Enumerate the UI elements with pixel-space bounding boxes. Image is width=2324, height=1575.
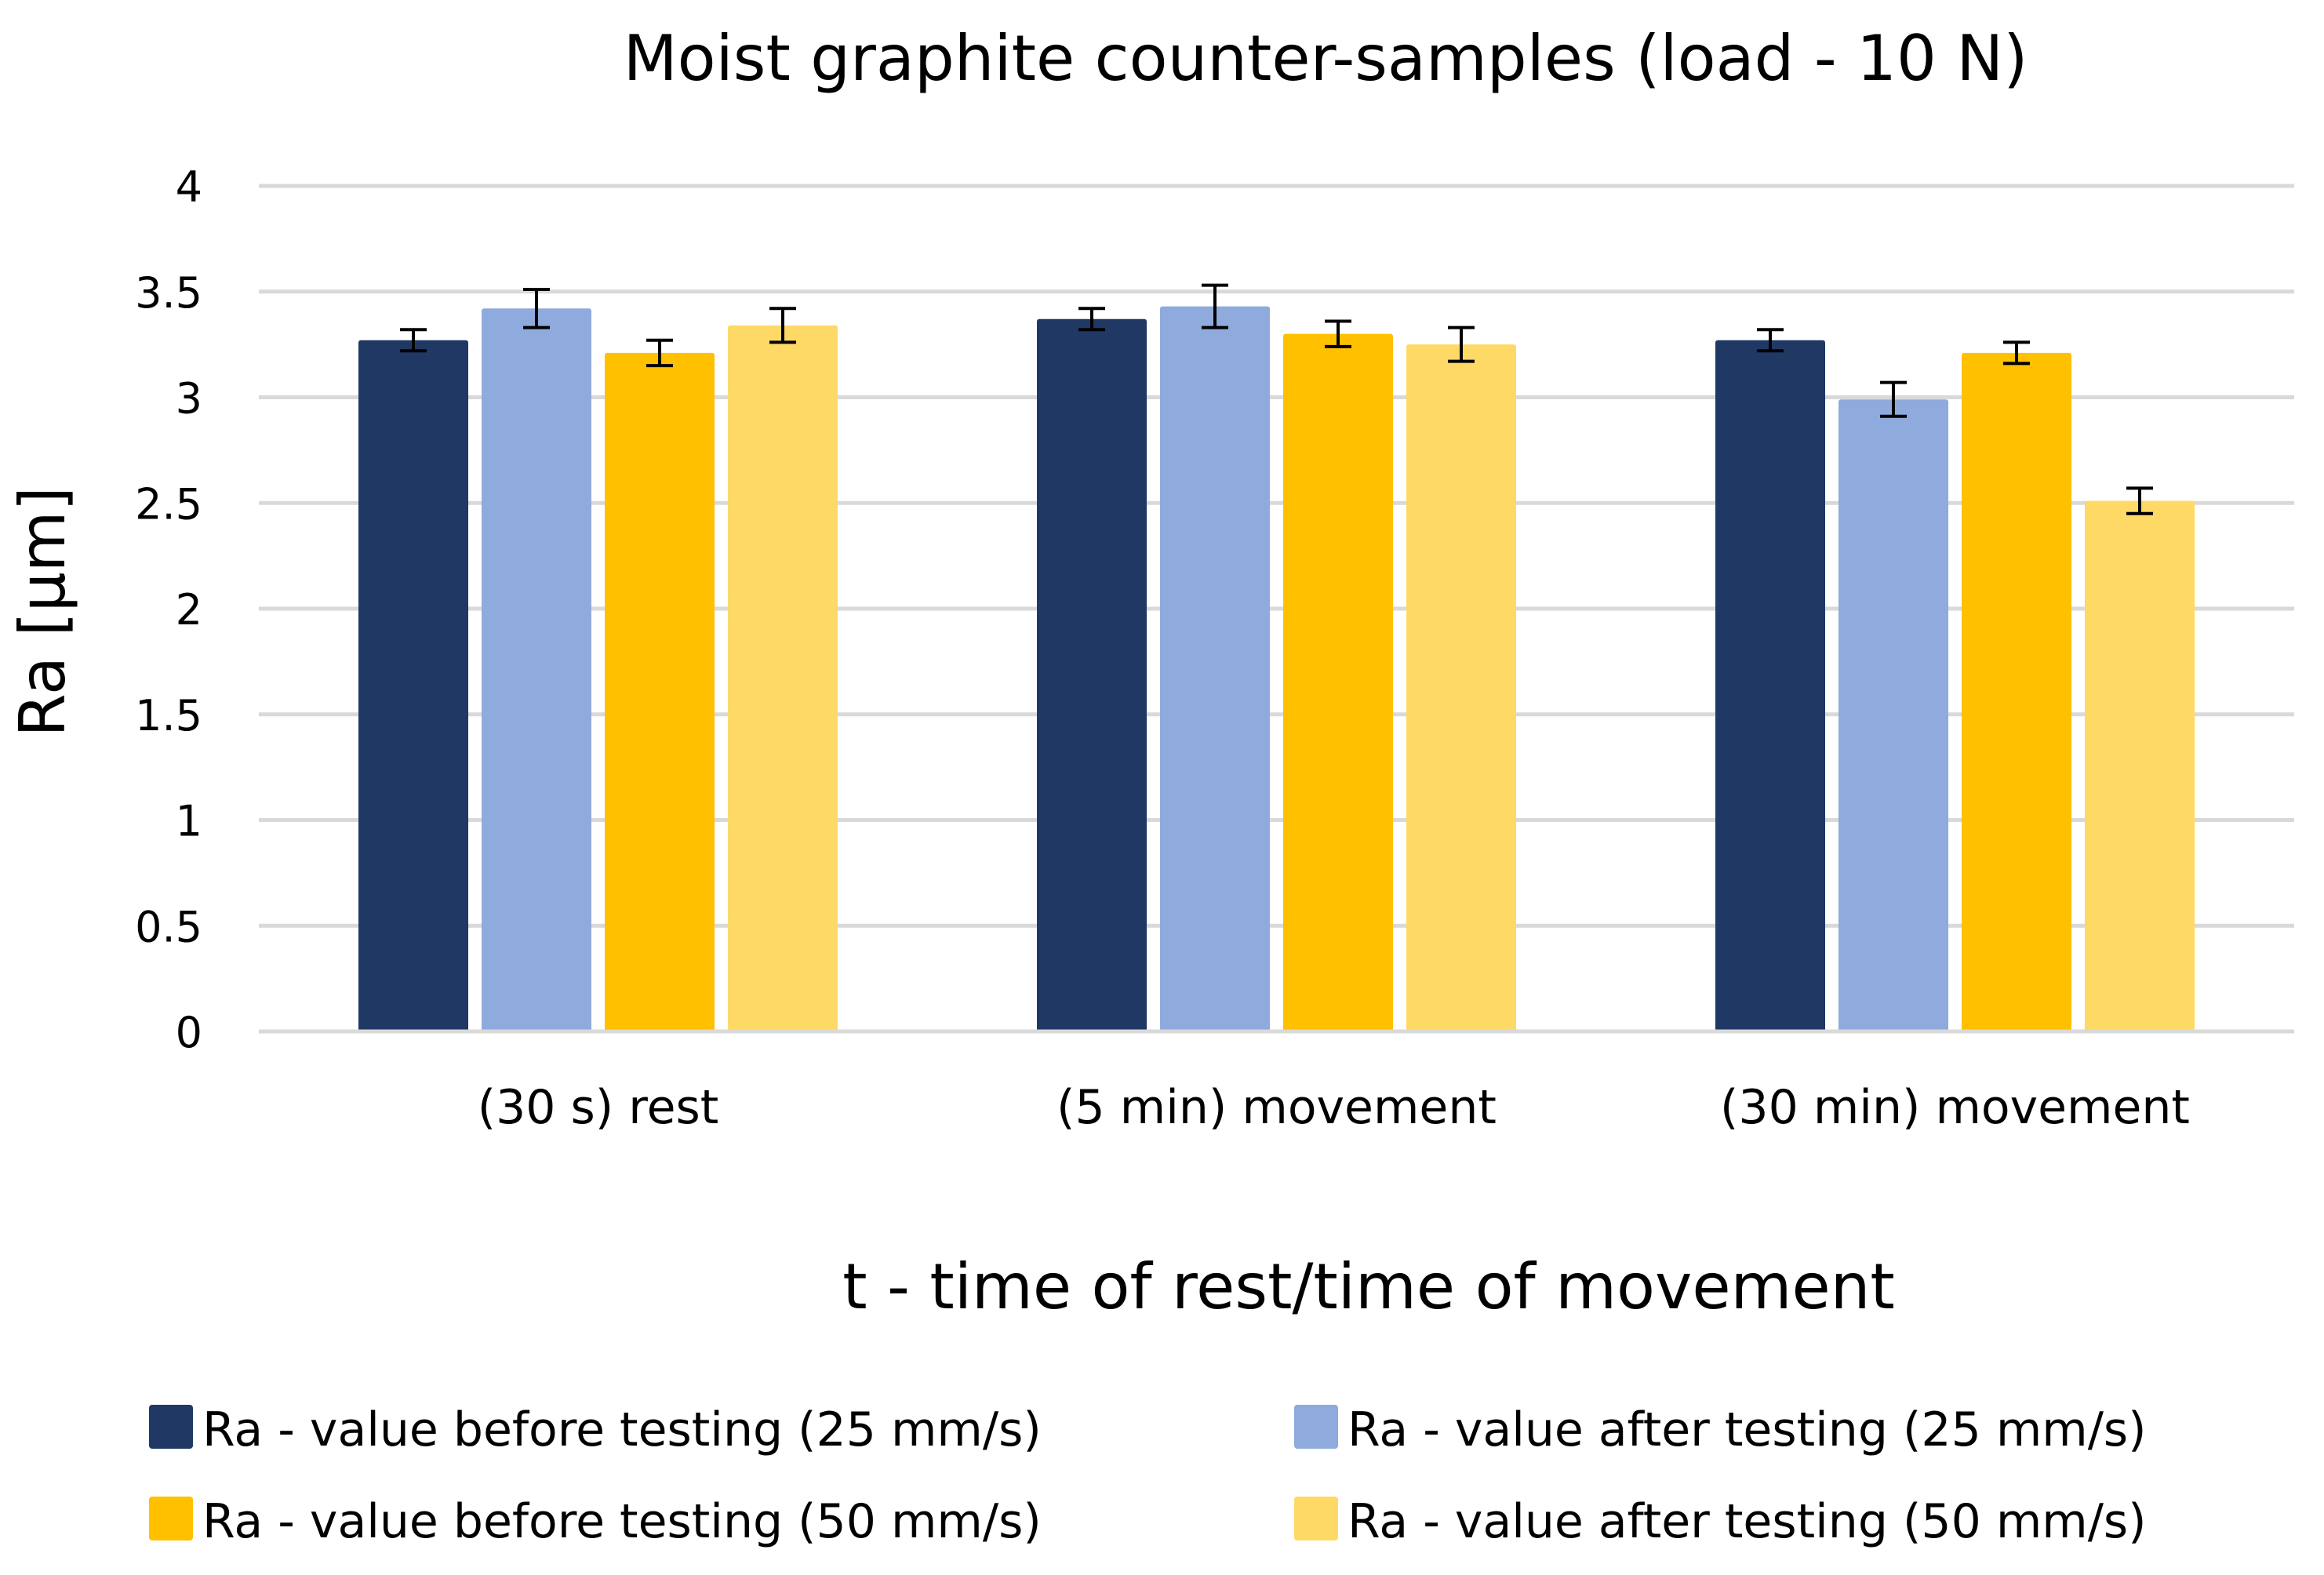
bar	[2085, 500, 2195, 1031]
legend-swatch	[149, 1497, 193, 1540]
x-category-label: (30 s) rest	[478, 1080, 719, 1135]
bar	[482, 308, 591, 1031]
y-tick-label: 1.5	[135, 691, 202, 740]
bar	[1962, 352, 2071, 1031]
y-tick-label: 4	[176, 162, 202, 212]
y-tick-label: 3.5	[135, 268, 202, 318]
y-axis-ticks: 0 0.5 1 1.5 2 2.5 3 3.5 4	[135, 162, 202, 1057]
x-axis-categories: (30 s) rest (5 min) movement (30 min) move…	[478, 1080, 2190, 1135]
y-tick-label: 2	[176, 585, 202, 635]
legend: Ra - value before testing (25 mm/s) Ra - …	[149, 1402, 2147, 1549]
bar	[1715, 340, 1825, 1031]
legend-label: Ra - value before testing (25 mm/s)	[202, 1402, 1042, 1457]
legend-swatch	[149, 1405, 193, 1449]
legend-swatch	[1294, 1497, 1338, 1540]
y-tick-label: 3	[176, 374, 202, 424]
bar	[1406, 344, 1516, 1031]
bar	[1037, 318, 1147, 1031]
legend-label: Ra - value after testing (50 mm/s)	[1347, 1494, 2147, 1549]
legend-swatch	[1294, 1405, 1338, 1449]
y-tick-label: 0.5	[135, 902, 202, 951]
bar	[1838, 399, 1948, 1031]
error-bars	[400, 283, 2153, 515]
bar	[605, 352, 715, 1031]
x-category-label: (5 min) movement	[1057, 1080, 1497, 1135]
y-tick-label: 1	[176, 797, 202, 846]
bars	[358, 306, 2195, 1031]
x-axis-title: t - time of rest/time of movement	[842, 1250, 1895, 1323]
bar	[1160, 306, 1270, 1031]
y-tick-label: 0	[176, 1008, 202, 1057]
legend-label: Ra - value after testing (25 mm/s)	[1347, 1402, 2147, 1457]
legend-label: Ra - value before testing (50 mm/s)	[202, 1494, 1042, 1549]
chart-title: Moist graphite counter-samples (load - 1…	[624, 22, 2028, 95]
bar	[358, 340, 468, 1031]
bar	[728, 325, 838, 1031]
y-axis-title: Ra [µm]	[6, 486, 79, 737]
gridlines	[259, 184, 2294, 928]
y-tick-label: 2.5	[135, 479, 202, 529]
x-category-label: (30 min) movement	[1720, 1080, 2190, 1135]
bar	[1283, 333, 1393, 1031]
